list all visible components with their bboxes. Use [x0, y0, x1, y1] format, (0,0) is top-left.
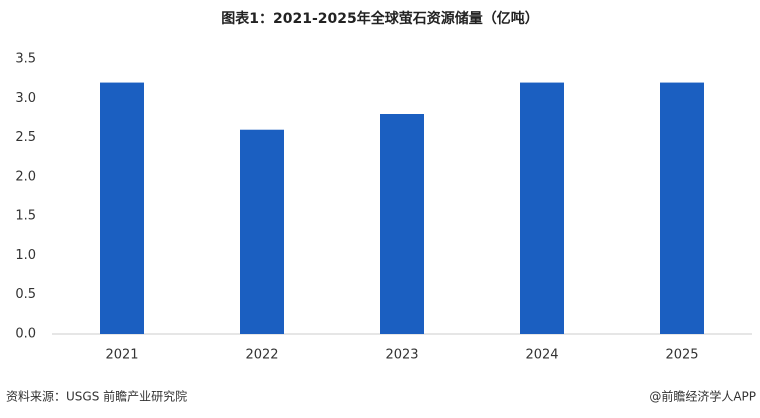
bar [240, 129, 284, 334]
y-tick-label: 3.0 [15, 91, 36, 106]
y-tick-label: 0.5 [15, 287, 36, 302]
x-tick-label: 2021 [105, 348, 138, 363]
x-tick-label: 2023 [385, 348, 418, 363]
bar [520, 82, 564, 334]
y-tick-label: 2.0 [15, 169, 36, 184]
bar [100, 82, 144, 334]
x-tick-label: 2022 [245, 348, 278, 363]
y-tick-label: 0.0 [15, 327, 36, 342]
y-tick-label: 3.5 [15, 52, 36, 67]
y-tick-label: 1.0 [15, 248, 36, 263]
x-tick-label: 2024 [525, 348, 558, 363]
y-tick-label: 2.5 [15, 130, 36, 145]
x-tick-label: 2025 [665, 348, 698, 363]
y-tick-label: 1.5 [15, 209, 36, 224]
source: 资料来源：USGS 前瞻产业研究院 [6, 389, 187, 404]
bar [660, 82, 704, 334]
bar [380, 114, 424, 334]
chart-title: 图表1：2021-2025年全球萤石资源储量（亿吨） [221, 10, 538, 27]
credit: @前瞻经济学人APP [649, 389, 756, 404]
